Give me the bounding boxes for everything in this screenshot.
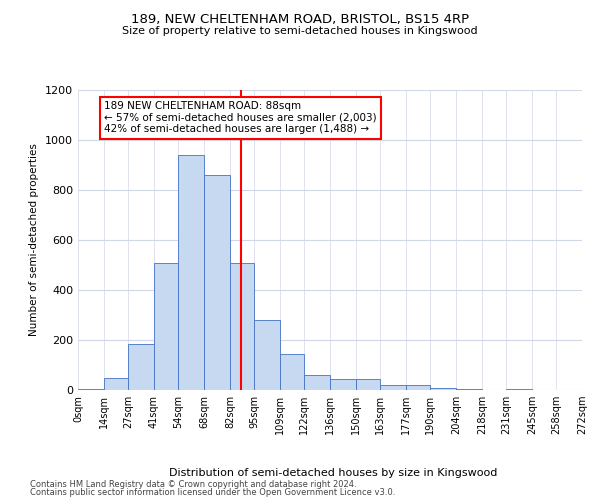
Bar	[254, 320, 280, 390]
Bar	[456, 389, 482, 390]
Text: Contains public sector information licensed under the Open Government Licence v3: Contains public sector information licen…	[30, 488, 395, 497]
Text: Size of property relative to semi-detached houses in Kingswood: Size of property relative to semi-detach…	[122, 26, 478, 36]
Y-axis label: Number of semi-detached properties: Number of semi-detached properties	[29, 144, 40, 336]
Bar	[104, 378, 128, 390]
Bar	[330, 379, 356, 390]
Bar	[356, 379, 380, 390]
Bar	[430, 388, 456, 390]
Text: Contains HM Land Registry data © Crown copyright and database right 2024.: Contains HM Land Registry data © Crown c…	[30, 480, 356, 489]
Text: 189, NEW CHELTENHAM ROAD, BRISTOL, BS15 4RP: 189, NEW CHELTENHAM ROAD, BRISTOL, BS15 …	[131, 12, 469, 26]
Text: Distribution of semi-detached houses by size in Kingswood: Distribution of semi-detached houses by …	[169, 468, 497, 477]
Bar	[128, 344, 154, 390]
Bar	[506, 389, 532, 390]
Bar	[78, 389, 104, 390]
Text: 189 NEW CHELTENHAM ROAD: 88sqm
← 57% of semi-detached houses are smaller (2,003): 189 NEW CHELTENHAM ROAD: 88sqm ← 57% of …	[104, 101, 377, 134]
Bar	[380, 385, 406, 390]
Bar	[178, 155, 204, 390]
Bar	[406, 385, 430, 390]
Bar	[230, 262, 254, 390]
Bar	[280, 354, 304, 390]
Bar	[154, 262, 178, 390]
Bar	[304, 375, 330, 390]
Bar	[204, 175, 230, 390]
